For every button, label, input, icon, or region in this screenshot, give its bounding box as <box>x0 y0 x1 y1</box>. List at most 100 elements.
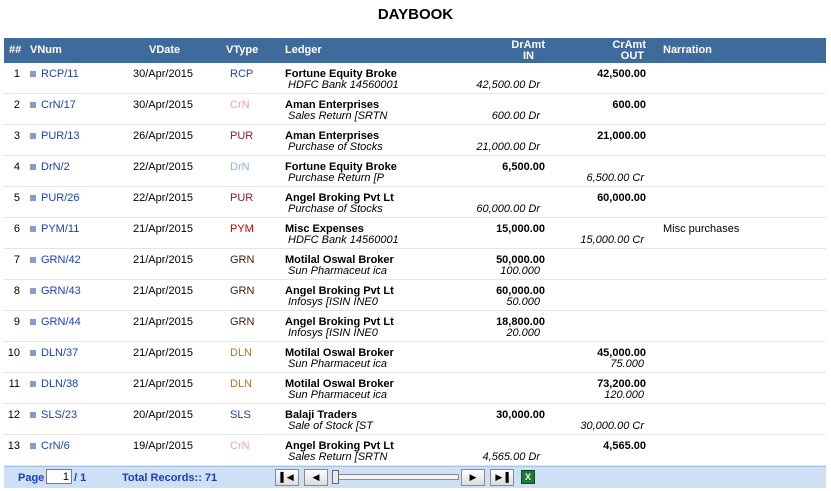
row-bullet-icon <box>30 133 36 139</box>
voucher-number-link[interactable]: GRN/42 <box>41 254 81 266</box>
voucher-number-link[interactable]: CrN/6 <box>41 440 70 452</box>
credit-amount: 60,000.00 <box>597 192 646 204</box>
ledger-detail: Purchase Return [P <box>288 172 384 184</box>
table-row[interactable]: 4 DrN/2 22/Apr/2015 DrN Fortune Equity Broke… <box>4 156 826 187</box>
row-bullet-icon <box>30 319 36 325</box>
ledger-name: Motilal Oswal Broker <box>285 378 394 390</box>
row-number: 9 <box>13 316 20 328</box>
debit-amount: 6,500.00 <box>502 161 545 173</box>
voucher-type: DLN <box>230 378 253 390</box>
ledger-detail: Infosys [ISIN INE0 <box>288 296 378 308</box>
table-row[interactable]: 7 GRN/42 21/Apr/2015 GRN Motilal Oswal Broke… <box>4 249 826 280</box>
table-row[interactable]: 6 PYM/11 21/Apr/2015 PYM Misc Expenses HDFC B… <box>4 218 826 249</box>
ledger-detail: Infosys [ISIN INE0 <box>288 327 378 339</box>
voucher-type: DLN <box>230 347 253 359</box>
ledger-detail: Sale of Stock [ST <box>288 420 373 432</box>
row-number: 2 <box>13 99 20 111</box>
table-row[interactable]: 13 CrN/6 19/Apr/2015 CrN Angel Broking Pvt L… <box>4 435 826 466</box>
col-vdate-header[interactable]: VDate <box>149 44 181 56</box>
first-page-button[interactable]: ▌◀ <box>275 469 299 486</box>
row-bullet-icon <box>30 164 36 170</box>
voucher-type: GRN <box>230 316 255 328</box>
row-bullet-icon <box>30 226 36 232</box>
credit-detail-amount: 15,000.00 Cr <box>580 234 644 246</box>
voucher-date: 21/Apr/2015 <box>133 285 193 297</box>
ledger-detail: HDFC Bank 14560001 <box>288 79 399 91</box>
row-number: 7 <box>13 254 20 266</box>
last-page-button[interactable]: ▶▐ <box>490 469 514 486</box>
debit-amount: 30,000.00 <box>496 409 545 421</box>
row-bullet-icon <box>30 381 36 387</box>
ledger-name: Fortune Equity Broke <box>285 161 397 173</box>
col-narration-header[interactable]: Narration <box>663 44 712 56</box>
col-ledger-header[interactable]: Ledger <box>285 44 322 56</box>
next-page-icon: ▶ <box>469 472 477 482</box>
table-row[interactable]: 8 GRN/43 21/Apr/2015 GRN Angel Broking Pvt L… <box>4 280 826 311</box>
ledger-detail: Purchase of Stocks <box>288 141 383 153</box>
table-row[interactable]: 1 RCP/11 30/Apr/2015 RCP Fortune Equity Brok… <box>4 63 826 94</box>
grid-header: ## VNum VDate VType Ledger DrAmt IN CrAm… <box>4 38 826 63</box>
voucher-date: 19/Apr/2015 <box>133 440 193 452</box>
credit-amount: 21,000.00 <box>597 130 646 142</box>
debit-amount: 18,800.00 <box>496 316 545 328</box>
row-bullet-icon <box>30 195 36 201</box>
ledger-name: Fortune Equity Broke <box>285 68 397 80</box>
last-page-icon: ▶▐ <box>495 472 509 482</box>
voucher-type: PYM <box>230 223 254 235</box>
table-row[interactable]: 10 DLN/37 21/Apr/2015 DLN Motilal Oswal Brok… <box>4 342 826 373</box>
ledger-detail: Sales Return [SRTN <box>288 110 388 122</box>
voucher-date: 30/Apr/2015 <box>133 68 193 80</box>
voucher-number-link[interactable]: GRN/44 <box>41 316 81 328</box>
ledger-detail-amount: 100.000 <box>500 265 540 277</box>
credit-amount: 600.00 <box>612 99 646 111</box>
row-number: 10 <box>7 347 20 359</box>
prev-page-button[interactable]: ◀ <box>304 469 328 486</box>
table-row[interactable]: 3 PUR/13 26/Apr/2015 PUR Aman Enterprises Pur… <box>4 125 826 156</box>
row-number: 5 <box>13 192 20 204</box>
voucher-number-link[interactable]: RCP/11 <box>41 68 79 80</box>
col-cramt-header[interactable]: CrAmt <box>612 39 646 51</box>
voucher-number-link[interactable]: PUR/26 <box>41 192 80 204</box>
voucher-type: CrN <box>230 440 250 452</box>
ledger-detail: Sales Return [SRTN <box>288 451 388 463</box>
excel-export-icon[interactable]: X <box>521 470 535 484</box>
voucher-type: PUR <box>230 130 254 142</box>
table-row[interactable]: 9 GRN/44 21/Apr/2015 GRN Angel Broking Pvt L… <box>4 311 826 342</box>
col-dramt-header[interactable]: DrAmt <box>511 39 545 51</box>
page-slider-thumb[interactable] <box>332 470 339 484</box>
page-label: Page <box>18 472 45 484</box>
voucher-number-link[interactable]: GRN/43 <box>41 285 81 297</box>
table-row[interactable]: 11 DLN/38 21/Apr/2015 DLN Motilal Oswal Brok… <box>4 373 826 404</box>
debit-amount: 60,000.00 <box>496 285 545 297</box>
voucher-type: PUR <box>230 192 254 204</box>
table-row[interactable]: 5 PUR/26 22/Apr/2015 PUR Angel Broking Pvt L… <box>4 187 826 218</box>
daybook-grid: ## VNum VDate VType Ledger DrAmt IN CrAm… <box>4 38 826 466</box>
voucher-date: 30/Apr/2015 <box>133 99 193 111</box>
grid-body: 1 RCP/11 30/Apr/2015 RCP Fortune Equity Brok… <box>4 63 826 466</box>
voucher-type: RCP <box>230 68 254 80</box>
voucher-number-link[interactable]: CrN/17 <box>41 99 76 111</box>
voucher-number-link[interactable]: DrN/2 <box>41 161 70 173</box>
voucher-number-link[interactable]: PUR/13 <box>41 130 80 142</box>
voucher-number-link[interactable]: PYM/11 <box>41 223 80 235</box>
page-number-input[interactable] <box>46 469 72 484</box>
next-page-button[interactable]: ▶ <box>461 469 485 486</box>
ledger-detail-amount: 42,500.00 Dr <box>476 79 540 91</box>
col-vnum-header[interactable]: VNum <box>30 44 62 56</box>
page-slider-track[interactable] <box>332 474 459 480</box>
ledger-name: Aman Enterprises <box>285 130 380 142</box>
credit-amount: 4,565.00 <box>603 440 646 452</box>
col-vtype-header[interactable]: VType <box>226 44 259 56</box>
ledger-detail: Sun Pharmaceut ica <box>288 358 388 370</box>
ledger-name: Angel Broking Pvt Lt <box>285 192 394 204</box>
row-number: 8 <box>13 285 20 297</box>
credit-amount: 42,500.00 <box>597 68 646 80</box>
voucher-number-link[interactable]: SLS/23 <box>41 409 78 421</box>
col-no-header[interactable]: ## <box>9 44 22 56</box>
row-bullet-icon <box>30 102 36 108</box>
table-row[interactable]: 12 SLS/23 20/Apr/2015 SLS Balaji Traders Sale… <box>4 404 826 435</box>
voucher-number-link[interactable]: DLN/38 <box>41 378 79 390</box>
table-row[interactable]: 2 CrN/17 30/Apr/2015 CrN Aman Enterprises Sal… <box>4 94 826 125</box>
row-number: 13 <box>7 440 20 452</box>
voucher-number-link[interactable]: DLN/37 <box>41 347 79 359</box>
